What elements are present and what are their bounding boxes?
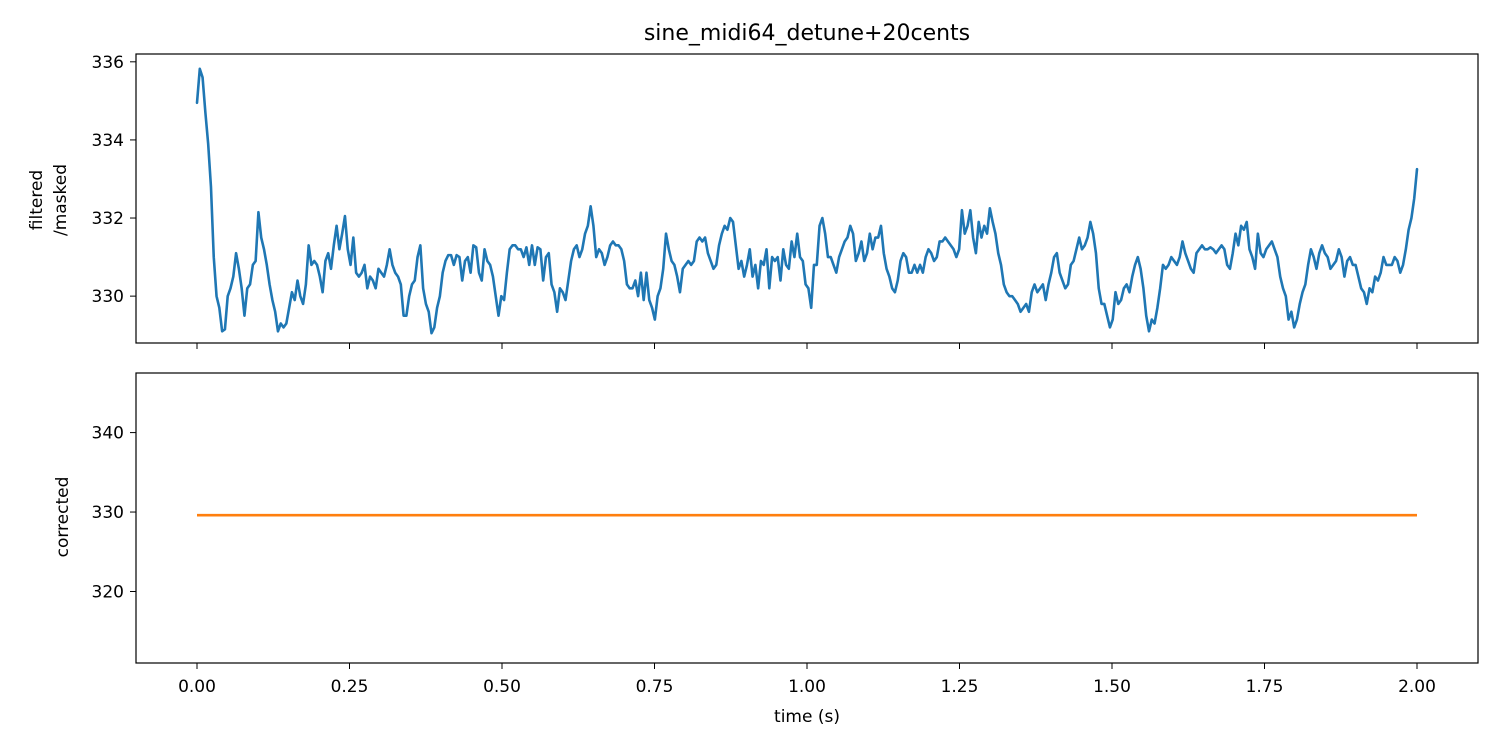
top-panel: sine_midi64_detune+20cents filtered /mas… [27,21,1479,349]
top-x-ticks [196,343,1418,349]
top-axes-frame [135,53,1479,344]
filtered-masked-line [195,67,1419,335]
x-tick-label: 0.75 [636,677,674,697]
y-tick-label: 334 [92,131,124,151]
y-tick-label: 336 [92,53,124,73]
x-tick-label: 1.00 [788,677,826,697]
y-tick-label: 330 [92,287,124,307]
bottom-x-ticks: 0.00 0.25 0.50 0.75 1.00 1.25 1.50 1.75 2.00 [178,663,1436,697]
x-tick-label: 0.25 [331,677,369,697]
y-tick-label: 330 [92,503,124,523]
y-tick-label: 332 [92,209,124,229]
top-y-ticks: 330 332 334 336 [92,53,136,307]
x-tick-label: 0.00 [178,677,216,697]
bottom-xlabel: time (s) [774,707,840,727]
bottom-ylabel: corrected [53,477,73,558]
bottom-panel: corrected time (s) 0.00 0.25 0.50 0.75 1.00 1… [53,372,1479,727]
chart-title: sine_midi64_detune+20cents [644,21,970,46]
y-tick-label: 340 [92,424,124,444]
y-tick-label: 320 [92,582,124,602]
x-tick-label: 2.00 [1398,677,1436,697]
x-tick-label: 0.50 [483,677,521,697]
bottom-axes-frame [135,372,1479,664]
x-tick-label: 1.25 [941,677,979,697]
top-ylabel-line1: filtered [27,170,47,230]
bottom-y-ticks: 320 330 340 [92,424,136,602]
x-tick-label: 1.75 [1246,677,1284,697]
top-ylabel-line2: /masked [51,164,71,236]
x-tick-label: 1.50 [1093,677,1131,697]
